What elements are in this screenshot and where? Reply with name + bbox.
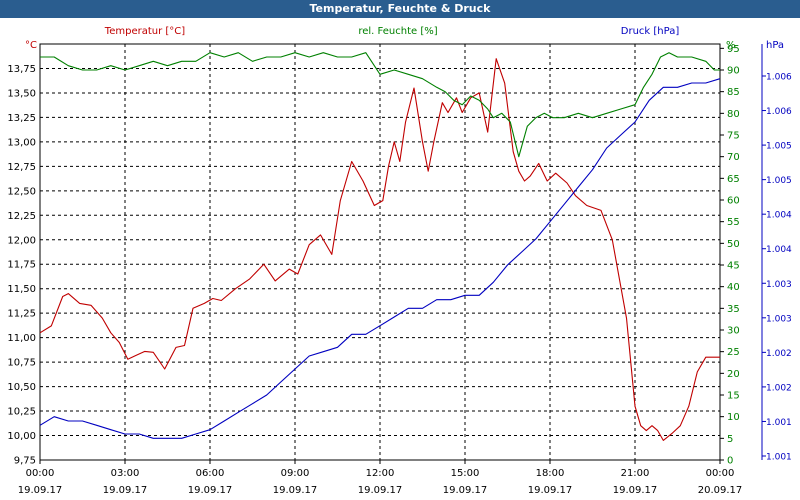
pressure-unit: hPa <box>766 40 784 51</box>
temperature-unit: °C <box>25 40 37 51</box>
pressure-tick-label: 1.006 <box>766 73 792 83</box>
chart: 00:00 19.09.17 03:00 19.09.17 06:00 19.09.17 0… <box>7 26 792 496</box>
x-tick-label-time: 09:00 <box>281 468 310 479</box>
temperature-tick-label: 10,75 <box>7 358 36 369</box>
temperature-tick-label: 10,00 <box>7 431 36 442</box>
humidity-tick-label: 75 <box>727 131 740 142</box>
humidity-tick-label: 70 <box>727 152 740 163</box>
series-line-temperature <box>39 58 720 441</box>
humidity-tick-label: 25 <box>727 347 740 358</box>
humidity-axis-label: rel. Feuchte [%] <box>358 26 437 37</box>
humidity-tick-label: 65 <box>727 174 740 185</box>
pressure-tick-label: 1.005 <box>766 142 792 152</box>
x-tick-label-time: 18:00 <box>536 468 565 479</box>
temperature-tick-label: 13,00 <box>7 137 36 148</box>
temperature-tick-label: 12,00 <box>7 235 36 246</box>
x-tick-label-date: 19.09.17 <box>358 485 403 496</box>
x-tick-label-time: 00:00 <box>706 468 735 479</box>
pressure-tick-label: 1.001 <box>766 418 792 428</box>
humidity-tick-label: 60 <box>727 196 740 207</box>
x-tick-label-time: 15:00 <box>451 468 480 479</box>
temperature-tick-label: 13,75 <box>7 64 36 75</box>
humidity-tick-label: 50 <box>727 239 740 250</box>
x-tick-label-date: 19.09.17 <box>273 485 318 496</box>
pressure-tick-label: 1.002 <box>766 349 792 359</box>
x-tick-label-time: 21:00 <box>621 468 650 479</box>
pressure-tick-label: 1.006 <box>766 107 792 117</box>
x-tick-label-date: 19.09.17 <box>18 485 63 496</box>
pressure-tick-label: 1.001 <box>766 453 792 463</box>
pressure-tick-label: 1.004 <box>766 245 792 255</box>
pressure-tick-label: 1.005 <box>766 176 792 186</box>
humidity-tick-label: 40 <box>727 282 740 293</box>
pressure-tick-label: 1.003 <box>766 314 792 324</box>
temperature-tick-label: 10,25 <box>7 407 36 418</box>
humidity-tick-label: 45 <box>727 261 740 272</box>
temperature-tick-label: 9,75 <box>14 456 36 467</box>
humidity-tick-label: 15 <box>727 391 740 402</box>
temperature-tick-label: 13,25 <box>7 113 36 124</box>
x-tick-label-time: 00:00 <box>26 468 55 479</box>
humidity-tick-label: 80 <box>727 109 740 120</box>
series-lines <box>39 52 721 441</box>
series-line-pressure <box>39 78 721 439</box>
humidity-tick-label: 30 <box>727 326 740 337</box>
humidity-tick-label: 85 <box>727 87 740 98</box>
humidity-tick-label: 10 <box>727 412 740 423</box>
pressure-tick-label: 1.004 <box>766 211 792 221</box>
temperature-tick-label: 11,75 <box>7 260 36 271</box>
temperature-axis-label: Temperatur [°C] <box>104 26 185 37</box>
humidity-tick-label: 90 <box>727 66 740 77</box>
temperature-tick-label: 12,75 <box>7 162 36 173</box>
temperature-tick-label: 12,25 <box>7 211 36 222</box>
x-tick-label-date: 19.09.17 <box>443 485 488 496</box>
temperature-tick-label: 11,50 <box>7 284 36 295</box>
humidity-tick-label: 55 <box>727 217 740 228</box>
grid <box>40 44 720 460</box>
humidity-tick-label: 5 <box>727 434 733 445</box>
x-tick-label-date: 19.09.17 <box>613 485 658 496</box>
humidity-tick-label: 20 <box>727 369 740 380</box>
temperature-tick-label: 13,50 <box>7 88 36 99</box>
x-tick-label-date: 19.09.17 <box>103 485 148 496</box>
humidity-tick-label: 35 <box>727 304 740 315</box>
x-tick-label-time: 03:00 <box>111 468 140 479</box>
series-line-humidity <box>40 52 720 158</box>
temperature-tick-label: 12,50 <box>7 186 36 197</box>
x-tick-label-date: 19.09.17 <box>528 485 573 496</box>
temperature-tick-label: 10,50 <box>7 382 36 393</box>
x-tick-label-time: 12:00 <box>366 468 395 479</box>
humidity-tick-label: 95 <box>727 44 740 55</box>
temperature-tick-label: 11,25 <box>7 309 36 320</box>
pressure-tick-label: 1.002 <box>766 383 792 393</box>
x-tick-label-date: 20.09.17 <box>698 485 743 496</box>
axis-ticks: 00:00 19.09.17 03:00 19.09.17 06:00 19.09.17 0… <box>7 44 792 496</box>
humidity-tick-label: 0 <box>727 456 733 467</box>
pressure-axis-label: Druck [hPa] <box>621 26 680 37</box>
x-tick-label-time: 06:00 <box>196 468 225 479</box>
pressure-tick-label: 1.003 <box>766 280 792 290</box>
chart-title: Temperatur, Feuchte & Druck <box>0 0 800 18</box>
x-tick-label-date: 19.09.17 <box>188 485 233 496</box>
humidity-unit: % <box>726 40 736 51</box>
temperature-tick-label: 11,00 <box>7 333 36 344</box>
